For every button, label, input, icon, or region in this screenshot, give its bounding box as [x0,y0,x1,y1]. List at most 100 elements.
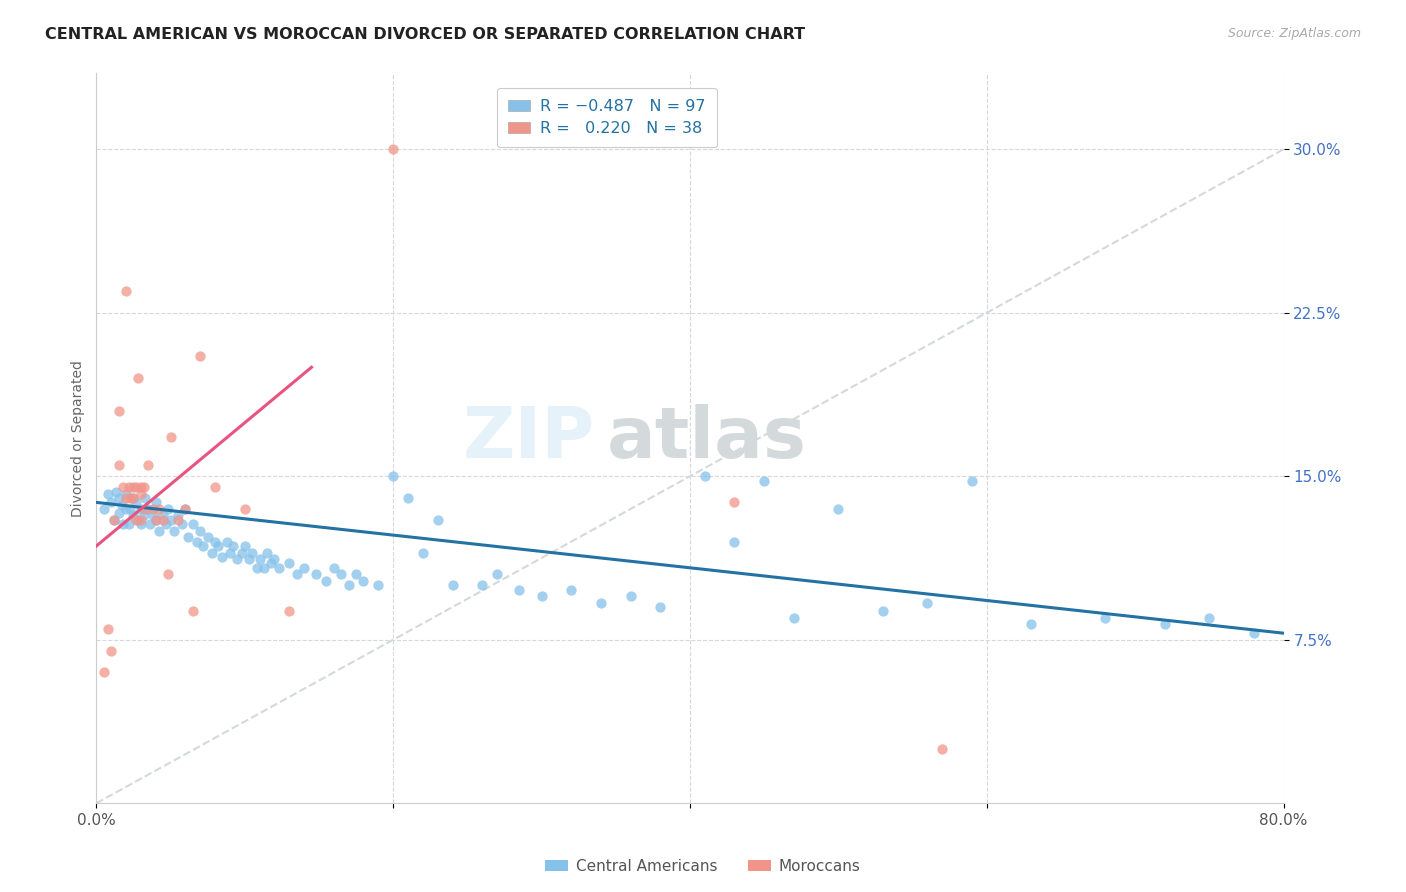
Point [441,578,464,592]
Point [508,582,530,597]
Point [115,491,138,505]
Point [129,480,152,494]
Point [188,524,211,538]
Point [107,491,129,505]
Point [1198,611,1220,625]
Point [723,534,745,549]
Point [620,589,643,603]
Point [382,142,405,156]
Point [233,539,256,553]
Point [156,502,179,516]
Point [136,458,159,473]
Point [204,480,226,494]
Point [412,545,434,559]
Point [122,491,145,505]
Point [322,561,344,575]
Point [219,545,242,559]
Point [174,502,197,516]
Point [167,513,190,527]
Point [1019,617,1042,632]
Point [827,502,849,516]
Point [122,480,145,494]
Point [125,495,148,509]
Point [486,567,509,582]
Text: atlas: atlas [607,403,807,473]
Point [186,534,208,549]
Point [693,469,716,483]
Point [752,474,775,488]
Point [560,582,582,597]
Point [145,513,167,527]
Point [115,284,138,298]
Point [188,350,211,364]
Point [181,517,204,532]
Point [132,508,155,523]
Point [129,486,152,500]
Point [305,567,328,582]
Text: CENTRAL AMERICAN VS MOROCCAN DIVORCED OR SEPARATED CORRELATION CHART: CENTRAL AMERICAN VS MOROCCAN DIVORCED OR… [45,27,806,42]
Point [278,604,301,618]
Point [204,534,226,549]
Point [155,517,177,532]
Point [148,524,170,538]
Point [1094,611,1116,625]
Text: Source: ZipAtlas.com: Source: ZipAtlas.com [1227,27,1361,40]
Point [1153,617,1175,632]
Point [207,539,229,553]
Point [112,517,135,532]
Point [260,557,283,571]
Point [162,524,184,538]
Point [159,430,181,444]
Point [100,643,122,657]
Point [152,508,174,523]
Point [93,502,115,516]
Point [263,552,285,566]
Point [107,404,129,418]
Point [107,458,129,473]
Point [177,530,200,544]
Point [134,502,156,516]
Point [127,513,149,527]
Point [107,506,129,520]
Point [960,474,983,488]
Point [292,561,315,575]
Point [231,545,253,559]
Point [315,574,337,588]
Point [253,561,276,575]
Legend: Central Americans, Moroccans: Central Americans, Moroccans [540,853,866,880]
Point [353,574,375,588]
Point [125,480,148,494]
Point [132,480,155,494]
Point [97,486,120,500]
Point [127,371,149,385]
Point [650,600,672,615]
Point [530,589,553,603]
Point [159,513,181,527]
Point [931,741,953,756]
Point [285,567,308,582]
Point [129,513,152,527]
Point [278,557,301,571]
Point [222,539,245,553]
Point [211,549,233,564]
Point [396,491,419,505]
Point [426,513,449,527]
Point [783,611,806,625]
Point [193,539,215,553]
Point [181,604,204,618]
Point [382,469,405,483]
Point [115,502,138,516]
Point [215,534,238,549]
Point [167,508,190,523]
Point [226,552,249,566]
Point [136,502,159,516]
Point [122,508,145,523]
Point [246,561,269,575]
Point [103,513,125,527]
Point [201,545,224,559]
Point [104,484,127,499]
Point [115,486,138,500]
Point [103,513,125,527]
Point [174,502,197,516]
Point [589,596,612,610]
